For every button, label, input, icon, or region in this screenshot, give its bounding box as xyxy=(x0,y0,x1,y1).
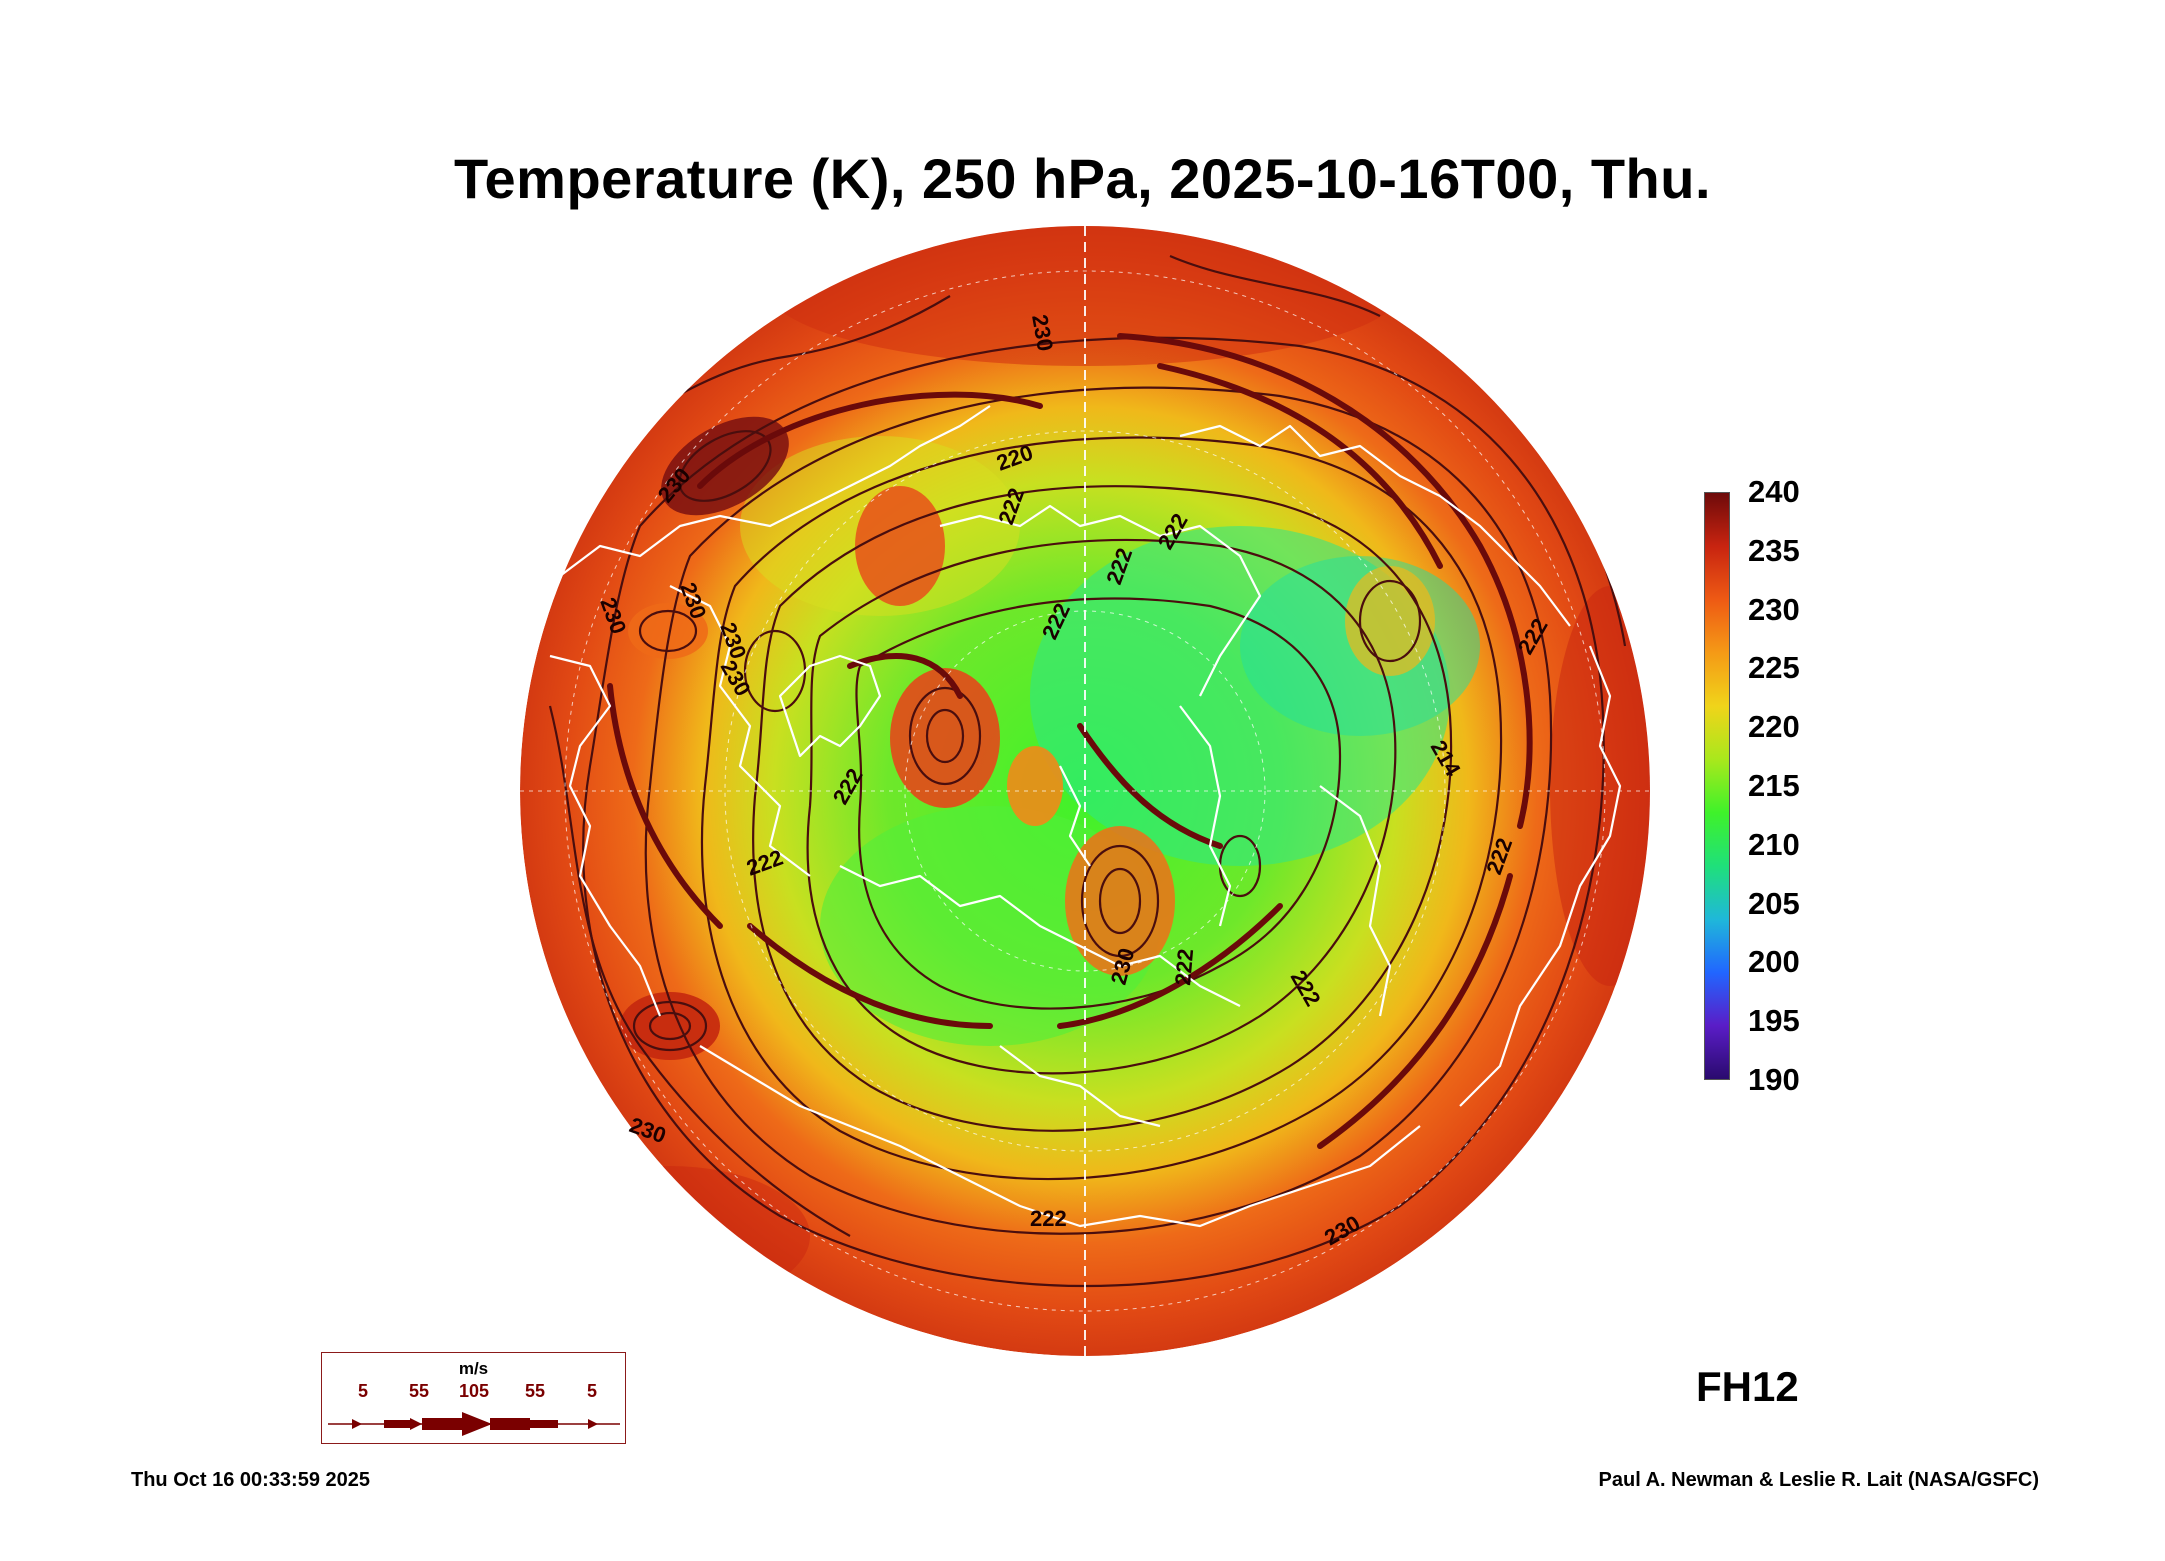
colorbar-tick-label: 240 xyxy=(1748,474,1800,509)
wind-legend-value: 55 xyxy=(408,1381,430,1401)
jet-streamlines xyxy=(607,333,1533,1149)
contour-lines xyxy=(548,254,1627,1288)
wind-legend-value: 5 xyxy=(357,1381,368,1401)
colorbar-tick-label: 200 xyxy=(1748,944,1800,980)
wind-speed-legend: m/s 5 55 105 55 5 xyxy=(321,1352,626,1444)
colorbar-tick-label: 220 xyxy=(1748,709,1800,745)
wind-arrow-scale xyxy=(328,1412,620,1436)
colorbar-tick-label: 190 xyxy=(1748,1062,1800,1097)
colorbar-tick-label: 230 xyxy=(1748,591,1800,627)
coastlines xyxy=(549,405,1622,1228)
colorbar-tick-label: 235 xyxy=(1748,532,1800,568)
colorbar-tick-label: 205 xyxy=(1748,885,1800,921)
wind-legend-value: 55 xyxy=(524,1381,546,1401)
forecast-hour-label: FH12 xyxy=(1696,1363,1799,1410)
wind-legend-value: 5 xyxy=(586,1381,597,1401)
contour-label: 222 xyxy=(1030,1206,1067,1231)
colorbar-tick-label: 195 xyxy=(1748,1003,1800,1039)
contour-label: 222 xyxy=(1170,948,1198,987)
map-title: Temperature (K), 250 hPa, 2025-10-16T00,… xyxy=(453,147,1712,210)
wind-legend-value: 105 xyxy=(458,1381,490,1401)
wind-legend-unit: m/s xyxy=(458,1359,489,1378)
timestamp: Thu Oct 16 00:33:59 2025 xyxy=(131,1469,371,1491)
colorbar-tick-label: 215 xyxy=(1748,768,1800,803)
colorbar-tick-label: 210 xyxy=(1748,826,1800,862)
credit-line: Paul A. Newman & Leslie R. Lait (NASA/GS… xyxy=(1598,1469,2039,1491)
polar-temperature-map: 230 230 230 230 220 222 222 222 222 214 … xyxy=(520,226,1650,1356)
colorbar-tick-label: 225 xyxy=(1748,650,1800,686)
temperature-colorbar xyxy=(1704,492,1730,1080)
